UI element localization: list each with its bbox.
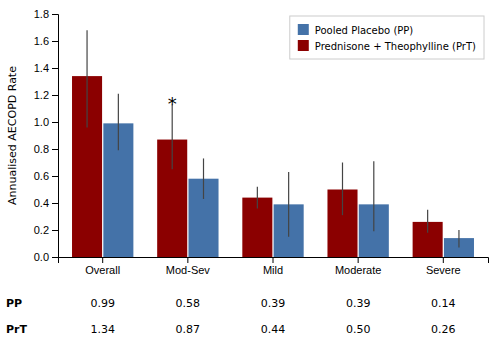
y-tick: 0.2 [34, 224, 58, 236]
y-tick: 1.0 [34, 116, 58, 128]
error-bar [427, 210, 428, 233]
x-tick-mark [187, 257, 188, 263]
legend-label: Pooled Placebo (PP) [315, 25, 414, 36]
y-axis-line [52, 15, 59, 258]
x-tick-mark [443, 257, 444, 263]
table-cell: 0.99 [90, 297, 115, 310]
y-tick: 0.6 [34, 170, 58, 182]
x-tick-label: Mod-Sev [166, 264, 211, 276]
error-bar [203, 158, 204, 199]
legend-item: Prednisone + Theophylline (PrT) [298, 40, 476, 52]
error-bar [342, 163, 343, 216]
x-tick-label: Moderate [335, 264, 381, 276]
table-cell: 0.87 [176, 323, 201, 336]
plot-area [72, 30, 474, 257]
y-tick-mark [52, 176, 58, 177]
y-axis-title: Annualised AECOPD Rate [6, 66, 19, 205]
y-tick-mark [52, 230, 58, 231]
y-tick-mark [52, 257, 58, 258]
legend-swatch [298, 40, 309, 51]
y-tick-label: 1.8 [34, 8, 49, 20]
y-tick-mark [52, 149, 58, 150]
x-tick: Severe [426, 257, 461, 276]
y-tick-label: 0.0 [34, 251, 49, 263]
x-tick-label: Overall [85, 264, 120, 276]
error-bar [86, 30, 87, 127]
table-cell: 0.39 [261, 297, 286, 310]
table-row-label: PP [6, 297, 22, 310]
x-tick-label: Mild [263, 264, 283, 276]
y-tick: 0.4 [34, 197, 58, 209]
error-bar [458, 230, 459, 248]
table-cell: 0.39 [346, 297, 371, 310]
table-cell: 0.50 [346, 323, 371, 336]
x-tick-mark [102, 257, 103, 263]
x-tick-label: Severe [426, 264, 461, 276]
x-tick: Overall [85, 257, 120, 276]
y-tick-label: 0.4 [34, 197, 49, 209]
table-cell: 1.34 [90, 323, 115, 336]
error-bar [373, 161, 374, 231]
y-tick-mark [52, 203, 58, 204]
y-axis: 0.0 0.2 0.4 0.6 0.8 1.0 1.2 1.4 1.6 1.8 [34, 8, 59, 263]
chart: 0.0 0.2 0.4 0.6 0.8 1.0 1.2 1.4 1.6 1.8 Overall Mod… [0, 0, 500, 357]
y-tick-mark [52, 95, 58, 96]
y-tick-mark [52, 122, 58, 123]
y-tick: 1.2 [34, 89, 58, 101]
table-row-label: PrT [6, 323, 27, 336]
x-tick: Mild [263, 257, 283, 276]
legend-frame [290, 16, 484, 59]
y-tick-label: 0.6 [34, 170, 49, 182]
y-tick-mark [52, 68, 58, 69]
y-tick-mark [52, 14, 58, 15]
y-tick: 1.4 [34, 62, 58, 74]
x-tick-mark [358, 257, 359, 263]
y-tick-label: 1.4 [34, 62, 49, 74]
y-tick-label: 0.8 [34, 143, 49, 155]
y-tick: 0.8 [34, 143, 58, 155]
legend-label: Prednisone + Theophylline (PrT) [315, 41, 476, 52]
table-cell: 0.58 [176, 297, 201, 310]
error-bar [118, 94, 119, 151]
x-axis-line [59, 258, 489, 264]
y-tick: 0.0 [34, 251, 58, 263]
x-tick: Moderate [335, 257, 381, 276]
y-tick-label: 1.6 [34, 35, 49, 47]
y-tick-mark [52, 41, 58, 42]
table-cell: 0.44 [261, 323, 286, 336]
legend: Pooled Placebo (PP) Prednisone + Theophyl… [290, 16, 484, 59]
table-cell: 0.14 [431, 297, 456, 310]
x-axis: Overall Mod-Sev Mild Moderate Severe [59, 257, 489, 276]
error-bar [257, 187, 258, 209]
y-tick: 1.6 [34, 35, 58, 47]
error-bar [288, 172, 289, 237]
y-tick-label: 1.2 [34, 89, 49, 101]
table-cell: 0.26 [431, 323, 456, 336]
x-tick-mark [273, 257, 274, 263]
legend-item: Pooled Placebo (PP) [298, 24, 414, 36]
table: PP 0.99 0.58 0.39 0.39 0.14 PrT 1.34 0.87 0.44 0.5… [6, 297, 456, 336]
annotation: * [168, 93, 177, 114]
y-tick-label: 0.2 [34, 224, 49, 236]
legend-swatch [298, 24, 309, 35]
y-tick: 1.8 [34, 8, 58, 20]
x-tick: Mod-Sev [166, 257, 211, 276]
y-tick-label: 1.0 [34, 116, 49, 128]
